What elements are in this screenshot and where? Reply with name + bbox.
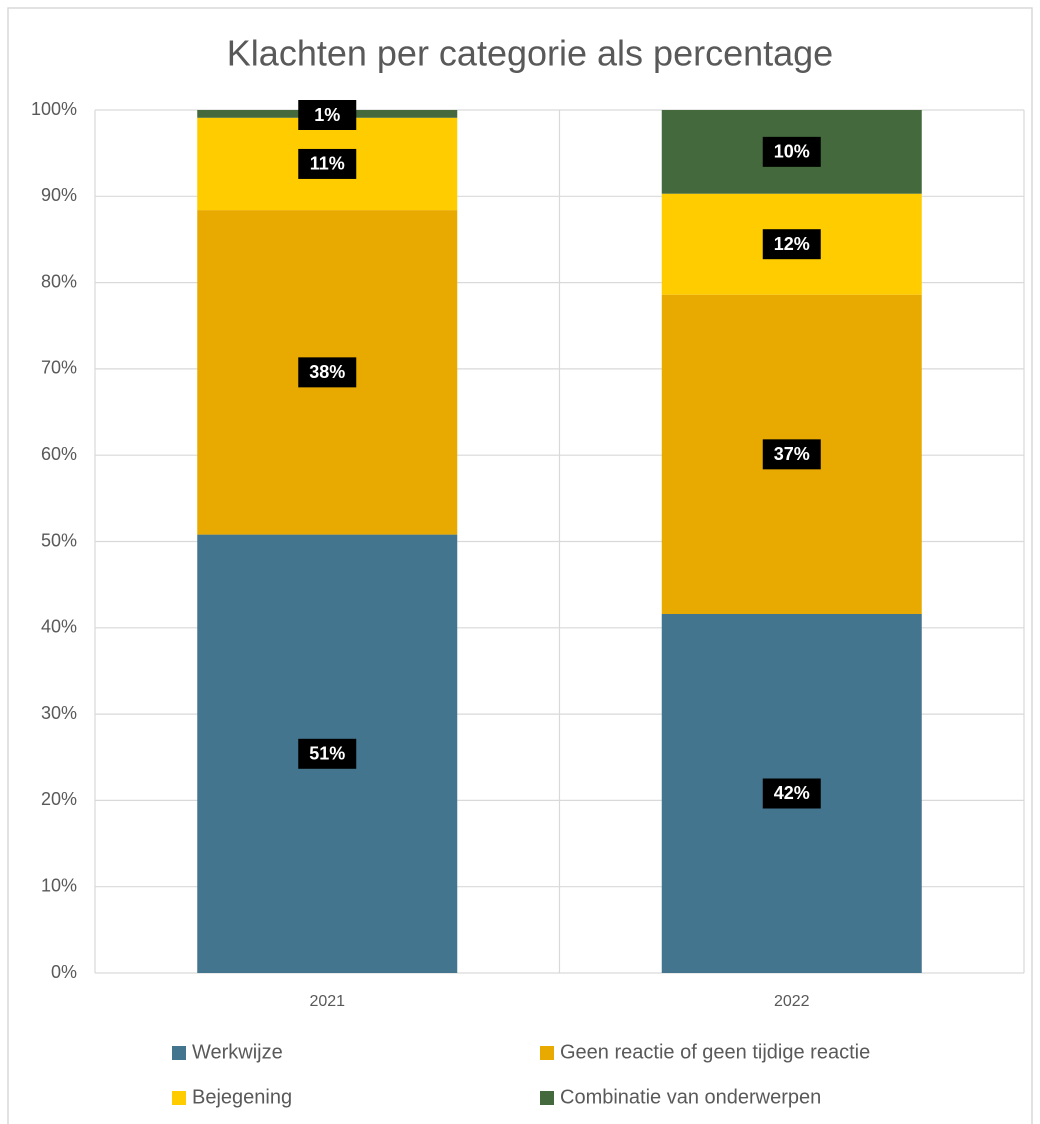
y-tick-label: 40% (41, 617, 77, 637)
legend-label: Geen reactie of geen tijdige reactie (560, 1041, 870, 1063)
data-label: 10% (774, 142, 810, 162)
y-tick-label: 90% (41, 185, 77, 205)
data-label-box (298, 100, 357, 130)
y-tick-label: 10% (41, 875, 77, 895)
chart-border (7, 7, 1033, 1124)
data-label-box (298, 357, 357, 388)
y-tick-label: 20% (41, 789, 77, 809)
data-label: 38% (309, 362, 345, 382)
legend-swatch (172, 1091, 186, 1105)
legend-swatch (172, 1046, 186, 1060)
data-label: 12% (774, 234, 810, 254)
data-label-box (762, 136, 821, 167)
y-tick-label: 30% (41, 703, 77, 723)
data-label-box (762, 778, 821, 809)
chart-title: Klachten per categorie als percentage (227, 33, 833, 74)
y-tick-label: 50% (41, 530, 77, 550)
legend-label: Werkwijze (192, 1041, 283, 1063)
x-tick-label: 2021 (309, 993, 345, 1010)
data-label: 1% (314, 105, 340, 125)
legend-swatch (540, 1046, 554, 1060)
data-label-box (298, 148, 357, 179)
y-tick-label: 70% (41, 358, 77, 378)
y-tick-label: 0% (51, 962, 77, 982)
y-tick-label: 80% (41, 271, 77, 291)
data-label: 11% (310, 154, 345, 174)
legend-swatch (540, 1091, 554, 1105)
legend-label: Bejegening (192, 1086, 292, 1108)
data-label: 42% (774, 783, 810, 803)
data-label: 37% (774, 444, 810, 464)
y-tick-label: 60% (41, 444, 77, 464)
y-tick-label: 100% (31, 99, 77, 119)
data-label-box (762, 229, 821, 260)
x-tick-label: 2022 (774, 993, 810, 1010)
data-label-box (298, 738, 357, 769)
data-label: 51% (309, 744, 345, 764)
legend-label: Combinatie van onderwerpen (560, 1086, 821, 1108)
data-label-box (762, 439, 821, 470)
